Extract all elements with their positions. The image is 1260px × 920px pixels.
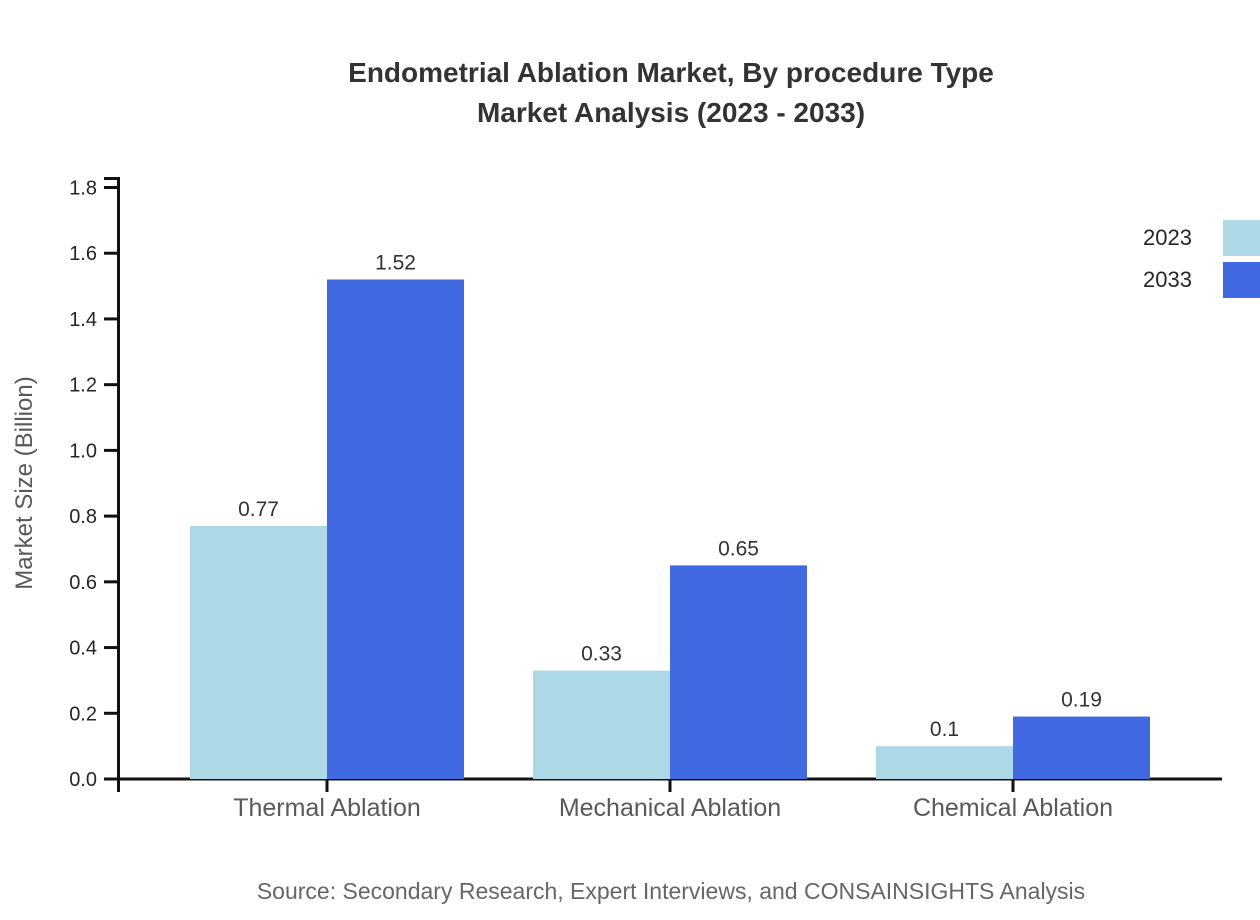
bar-2033-mechanical-ablation (670, 565, 807, 779)
value-label-2033-thermal-ablation: 1.52 (375, 252, 416, 275)
legend: 2023 2033 (1143, 220, 1260, 298)
y-tick-label: 1.8 (69, 178, 97, 200)
chart-title-line2: Market Analysis (2023 - 2033) (477, 97, 865, 128)
bar-2033-chemical-ablation (1013, 716, 1150, 779)
bar-2023-chemical-ablation (876, 746, 1013, 779)
y-tick-label: 1.4 (69, 309, 97, 331)
legend-swatch-2033 (1223, 262, 1260, 298)
y-tick-label: 1.0 (69, 440, 97, 462)
category-label-chemical-ablation: Chemical Ablation (913, 794, 1113, 822)
value-label-2023-thermal-ablation: 0.77 (238, 498, 279, 521)
legend-label-2023: 2023 (1143, 225, 1192, 250)
y-tick-label: 0.4 (69, 638, 97, 660)
value-label-2023-chemical-ablation: 0.1 (930, 718, 959, 741)
bar-2023-thermal-ablation (190, 525, 327, 779)
bar-2023-mechanical-ablation (533, 670, 670, 779)
y-tick-label: 1.6 (69, 243, 97, 265)
value-label-2033-mechanical-ablation: 0.65 (718, 537, 759, 560)
y-tick-label: 0.2 (69, 703, 97, 725)
bars (190, 279, 1150, 779)
y-axis-title: Market Size (Billion) (11, 376, 38, 589)
y-tick-label: 0.8 (69, 506, 97, 528)
source-attribution: Source: Secondary Research, Expert Inter… (257, 878, 1085, 904)
value-label-2033-chemical-ablation: 0.19 (1061, 689, 1102, 712)
value-label-2023-mechanical-ablation: 0.33 (581, 643, 622, 666)
y-tick-label: 1.2 (69, 375, 97, 397)
chart-title-line1: Endometrial Ablation Market, By procedur… (348, 57, 994, 88)
bar-2033-thermal-ablation (327, 279, 464, 779)
legend-swatch-2023 (1223, 220, 1260, 256)
category-label-thermal-ablation: Thermal Ablation (233, 794, 421, 822)
category-label-mechanical-ablation: Mechanical Ablation (559, 794, 781, 822)
y-tick-label: 0.0 (69, 769, 97, 791)
y-tick-label: 0.6 (69, 572, 97, 594)
legend-label-2033: 2033 (1143, 267, 1192, 292)
labels: 0.0 0.2 0.4 0.6 0.8 1.0 1.2 1.4 1.6 1.8 Thermal Ab… (69, 178, 1113, 823)
